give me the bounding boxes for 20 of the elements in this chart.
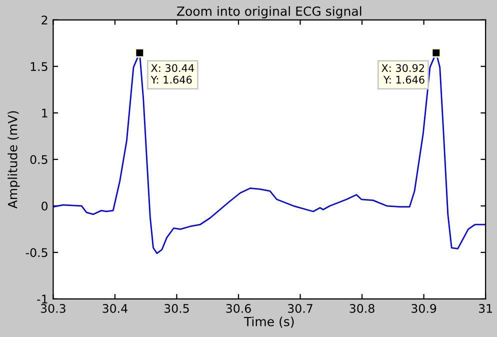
x-tick-label: 30.8 <box>350 304 374 313</box>
x-axis-title: Time (s) <box>244 316 294 328</box>
x-tick-label: 30.3 <box>40 304 66 313</box>
y-tick-label: 0 <box>42 202 48 211</box>
y-tick-label: -1 <box>37 294 48 304</box>
annotation: X: 30.44 Y: 1.646 <box>150 64 194 84</box>
y-tick-label: -0.5 <box>26 248 48 258</box>
x-tick-label: 30.6 <box>226 304 251 313</box>
y-tick-label: 1 <box>42 108 48 118</box>
annotation: X: 30.92 Y: 1.646 <box>382 64 424 84</box>
y-tick-label: 2 <box>42 16 48 24</box>
chart-title: Zoom into original ECG signal <box>176 6 362 18</box>
x-tick-label: 30.5 <box>164 304 189 313</box>
x-tick-label: 30.4 <box>102 304 128 313</box>
x-tick-label: 31 <box>478 304 492 313</box>
x-tick-label: 30.7 <box>288 304 312 313</box>
y-tick-label: 0.5 <box>30 155 48 164</box>
y-tick-label: 1.5 <box>30 62 48 72</box>
x-tick-label: 30.9 <box>412 304 436 313</box>
y-axis-title: Amplitude (mV) <box>8 111 20 209</box>
